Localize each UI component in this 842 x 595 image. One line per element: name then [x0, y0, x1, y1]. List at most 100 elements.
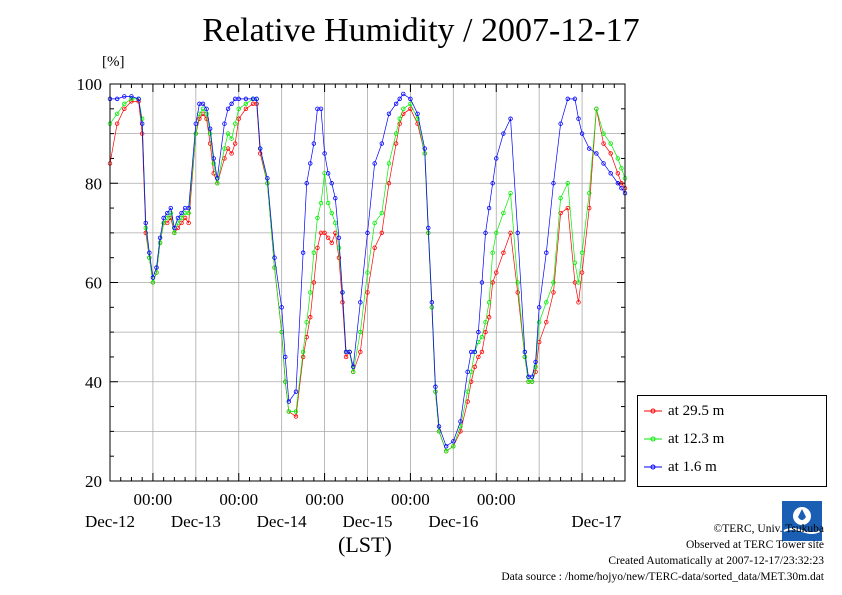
data-point — [207, 126, 213, 131]
data-point — [300, 354, 306, 360]
data-point — [408, 101, 413, 107]
data-point — [536, 305, 542, 310]
data-point — [129, 99, 134, 104]
y-tick-label: 20 — [85, 472, 102, 491]
y-axis-ticks: 20 40 60 80 100 — [77, 75, 625, 491]
data-point — [329, 210, 334, 216]
y-tick-label: 80 — [85, 174, 102, 193]
data-point — [143, 230, 148, 236]
data-point — [476, 329, 481, 335]
data-point — [483, 329, 488, 335]
data-point — [350, 364, 356, 370]
data-point — [397, 96, 402, 102]
data-point — [551, 181, 556, 186]
data-point — [254, 96, 259, 102]
data-point — [472, 364, 477, 370]
data-point — [494, 156, 499, 161]
data-point — [483, 230, 488, 236]
chart-title: Relative Humidity / 2007-12-17 — [202, 12, 640, 49]
data-point — [529, 379, 535, 384]
data-point — [333, 230, 338, 236]
data-point — [229, 151, 234, 156]
data-point — [129, 96, 134, 102]
data-point — [243, 96, 249, 102]
terc-logo-icon — [782, 501, 822, 541]
data-point — [533, 364, 538, 370]
data-point — [318, 200, 324, 206]
data-point — [533, 359, 538, 365]
credits: ©TERC, Univ. Tsukuba Observed at TERC To… — [501, 521, 824, 585]
data-point — [565, 96, 570, 102]
legend: at 29.5 m at 12.3 m at 1.6 m — [637, 395, 827, 487]
data-point — [150, 280, 156, 285]
data-point — [315, 215, 320, 221]
data-point — [429, 300, 435, 305]
data-point — [372, 245, 377, 250]
data-point — [494, 270, 499, 275]
data-point — [150, 275, 156, 280]
data-point — [333, 220, 338, 226]
data-point — [486, 315, 492, 320]
data-point — [175, 215, 181, 221]
data-point — [544, 300, 549, 305]
data-point — [222, 146, 227, 151]
data-point — [265, 176, 270, 181]
data-point — [325, 235, 331, 241]
data-point — [147, 255, 152, 260]
data-point — [501, 131, 506, 136]
data-point — [318, 106, 324, 112]
data-point — [129, 94, 134, 99]
legend-item-1-6m: at 1.6 m — [644, 454, 717, 480]
data-point — [587, 190, 592, 196]
x-time-label: 00:00 — [134, 490, 173, 509]
data-point — [601, 141, 606, 146]
data-point — [340, 290, 345, 295]
data-point — [608, 151, 613, 156]
x-time-label: 00:00 — [305, 490, 344, 509]
data-point — [325, 171, 331, 176]
data-point — [236, 106, 241, 112]
x-time-label: 00:00 — [219, 490, 258, 509]
data-point — [193, 131, 199, 136]
data-point — [329, 181, 334, 186]
y-tick-label: 60 — [85, 274, 102, 293]
data-point — [258, 146, 263, 151]
data-point — [347, 349, 352, 355]
data-point — [379, 230, 385, 236]
x-axis-label: (LST) — [338, 532, 392, 557]
data-point — [122, 106, 127, 112]
data-point — [200, 101, 206, 107]
data-point — [544, 320, 549, 325]
data-point — [157, 240, 163, 245]
data-point — [272, 255, 277, 260]
data-point — [393, 131, 399, 136]
data-point — [304, 181, 309, 186]
data-point — [436, 424, 442, 429]
data-point — [143, 225, 148, 231]
data-point — [565, 181, 570, 186]
data-point — [197, 116, 202, 121]
data-point — [329, 240, 334, 245]
data-point — [490, 250, 495, 255]
data-point — [165, 210, 170, 216]
data-point — [472, 349, 477, 355]
data-point — [204, 111, 209, 116]
data-point — [243, 101, 249, 107]
data-point — [204, 106, 209, 112]
data-point — [386, 181, 392, 186]
series-layer — [107, 91, 628, 454]
data-point — [168, 205, 173, 211]
data-point — [594, 151, 599, 156]
data-point — [458, 419, 463, 424]
source-text: Data source : /home/hojyo/new/TERC-data/… — [501, 571, 824, 583]
data-point — [258, 151, 263, 156]
data-point — [408, 106, 413, 112]
x-date-label: Dec-15 — [342, 512, 392, 531]
x-time-label: 00:00 — [391, 490, 430, 509]
data-point — [139, 116, 145, 121]
created-text: Created Automatically at 2007-12-17/23:3… — [608, 555, 824, 567]
data-point — [358, 349, 363, 355]
data-point — [336, 235, 342, 241]
data-point — [311, 250, 317, 255]
